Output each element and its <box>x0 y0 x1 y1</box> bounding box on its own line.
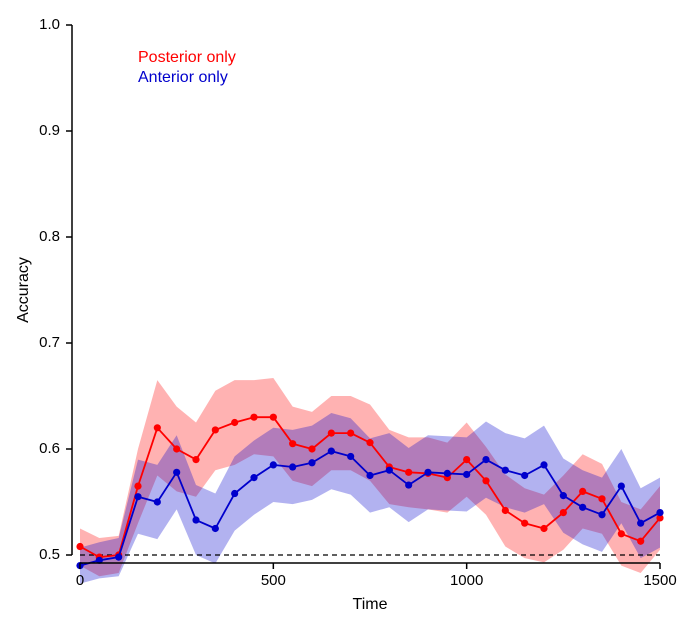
marker-posterior <box>231 419 238 426</box>
x-tick-label: 1500 <box>643 572 676 589</box>
marker-anterior <box>308 459 315 466</box>
marker-anterior <box>637 520 644 527</box>
marker-posterior <box>347 430 354 437</box>
marker-posterior <box>560 509 567 516</box>
marker-anterior <box>521 472 528 479</box>
marker-posterior <box>618 530 625 537</box>
y-tick-label: 0.6 <box>39 440 60 457</box>
marker-anterior <box>386 467 393 474</box>
y-tick-label: 0.5 <box>39 546 60 563</box>
marker-anterior <box>366 472 373 479</box>
marker-anterior <box>289 463 296 470</box>
marker-anterior <box>598 511 605 518</box>
marker-anterior <box>540 461 547 468</box>
marker-anterior <box>482 456 489 463</box>
y-axis-title: Accuracy <box>15 257 32 323</box>
marker-anterior <box>405 481 412 488</box>
marker-posterior <box>540 525 547 532</box>
marker-posterior <box>289 440 296 447</box>
marker-anterior <box>502 467 509 474</box>
marker-posterior <box>521 520 528 527</box>
marker-posterior <box>598 495 605 502</box>
accuracy-time-chart: 0 500 1000 1500 0.5 0.6 0.7 0.8 0.9 1.0 Time Accura… <box>0 0 688 623</box>
legend-item-0: Posterior only <box>138 49 236 66</box>
marker-posterior <box>154 424 161 431</box>
marker-anterior <box>154 498 161 505</box>
marker-anterior <box>270 461 277 468</box>
marker-anterior <box>424 469 431 476</box>
marker-anterior <box>618 483 625 490</box>
chart-container: 0 500 1000 1500 0.5 0.6 0.7 0.8 0.9 1.0 Time Accura… <box>0 0 688 623</box>
marker-posterior <box>76 543 83 550</box>
marker-posterior <box>482 477 489 484</box>
x-tick-label: 500 <box>261 572 286 589</box>
marker-posterior <box>405 469 412 476</box>
marker-posterior <box>579 488 586 495</box>
marker-anterior <box>231 490 238 497</box>
marker-posterior <box>463 456 470 463</box>
legend-item-1: Anterior only <box>138 69 228 86</box>
y-tick-label: 1.0 <box>39 16 60 33</box>
marker-posterior <box>192 456 199 463</box>
marker-anterior <box>463 471 470 478</box>
marker-anterior <box>134 493 141 500</box>
y-tick-label: 0.7 <box>39 334 60 351</box>
marker-anterior <box>347 453 354 460</box>
x-axis-title: Time <box>353 596 388 613</box>
marker-anterior <box>192 516 199 523</box>
marker-posterior <box>270 414 277 421</box>
marker-anterior <box>579 504 586 511</box>
marker-posterior <box>134 483 141 490</box>
marker-posterior <box>173 445 180 452</box>
x-tick-label: 0 <box>76 572 84 589</box>
marker-anterior <box>212 525 219 532</box>
y-tick-label: 0.9 <box>39 122 60 139</box>
marker-posterior <box>637 538 644 545</box>
marker-anterior <box>444 470 451 477</box>
x-tick-label: 1000 <box>450 572 483 589</box>
marker-posterior <box>328 430 335 437</box>
marker-anterior <box>173 469 180 476</box>
marker-posterior <box>308 445 315 452</box>
marker-anterior <box>250 474 257 481</box>
marker-anterior <box>115 554 122 561</box>
marker-posterior <box>366 439 373 446</box>
marker-anterior <box>560 492 567 499</box>
marker-posterior <box>502 507 509 514</box>
y-tick-label: 0.8 <box>39 228 60 245</box>
marker-anterior <box>656 509 663 516</box>
marker-posterior <box>212 426 219 433</box>
marker-anterior <box>328 448 335 455</box>
marker-posterior <box>250 414 257 421</box>
